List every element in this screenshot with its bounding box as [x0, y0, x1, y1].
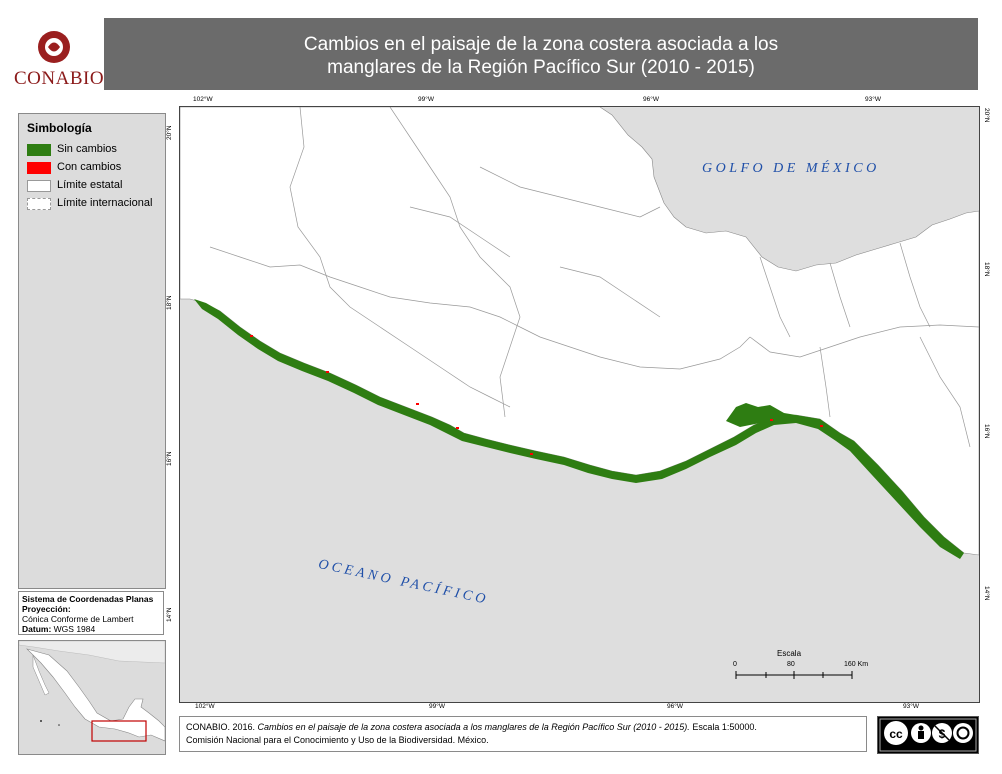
legend-label: Sin cambios [57, 143, 117, 155]
legend-label: Límite internacional [57, 197, 153, 209]
scale-title: Escala [777, 649, 802, 658]
state-borders [209, 107, 979, 448]
swatch-sin-cambios [27, 144, 51, 156]
map-title-line2: manglares de la Región Pacífico Sur (201… [327, 57, 755, 78]
tick-left-18n: 18°N [166, 295, 173, 310]
mangrove-bulge [726, 403, 796, 427]
citation-scale: Escala 1:50000. [692, 722, 757, 732]
legend-item-limite-internacional: Límite internacional [27, 197, 167, 212]
citation-box: CONABIO. 2016. Cambios en el paisaje de … [179, 716, 867, 752]
coordinate-system-box: Sistema de Coordenadas Planas Proyección… [18, 591, 164, 635]
mangrove-con-cambios [250, 335, 823, 455]
main-map[interactable]: GOLFO DE MÉXICO OCEANO PACÍFICO Escala 0… [179, 106, 980, 703]
svg-text:cc: cc [889, 727, 903, 741]
inset-extent-box [91, 720, 147, 742]
tick-bottom-96w: 96°W [667, 703, 683, 710]
tick-right-14n: 14°N [983, 586, 990, 601]
swatch-limite-internacional [27, 198, 51, 210]
citation-author: CONABIO. 2016. [186, 722, 256, 732]
tick-left-16n: 16°N [166, 451, 173, 466]
swatch-con-cambios [27, 162, 51, 174]
tick-bottom-93w: 93°W [903, 703, 919, 710]
logo-text: CONABIO [14, 68, 105, 89]
title-bar: Cambios en el paisaje de la zona costera… [104, 18, 978, 90]
scale-label-160: 160 Km [844, 661, 869, 668]
tick-left-14n: 14°N [166, 607, 173, 622]
legend-label: Límite estatal [57, 179, 123, 191]
legend-panel: Simbología Sin cambios Con cambios Límit… [18, 113, 166, 589]
datum-value: WGS 1984 [53, 624, 96, 634]
legend-item-limite-estatal: Límite estatal [27, 179, 167, 194]
gulf-label: GOLFO DE MÉXICO [702, 161, 880, 176]
map-title-line1: Cambios en el paisaje de la zona costera… [303, 34, 779, 55]
cc-icon [884, 721, 908, 745]
tick-left-20n: 20°N [166, 125, 173, 140]
projection-value: Cónica Conforme de Lambert [22, 614, 134, 624]
tick-top-99w: 99°W [418, 96, 434, 103]
tick-right-20n: 20°N [983, 108, 990, 123]
tick-top-93w: 93°W [865, 96, 881, 103]
coords-title: Sistema de Coordenadas Planas [22, 594, 154, 604]
tick-bottom-99w: 99°W [429, 703, 445, 710]
legend-item-con-cambios: Con cambios [27, 161, 167, 176]
tick-bottom-102w: 102°W [195, 703, 215, 710]
projection-label: Proyección: [22, 604, 71, 614]
legend-item-sin-cambios: Sin cambios [27, 143, 167, 158]
conabio-logo [8, 28, 100, 90]
scale-label-0: 0 [733, 661, 737, 668]
scale-bar [735, 671, 853, 679]
swatch-limite-estatal [27, 180, 51, 192]
inset-locator-map [18, 640, 166, 755]
cc-license-badge[interactable]: cc $ [877, 716, 979, 754]
tick-top-102w: 102°W [193, 96, 213, 103]
tick-right-18n: 18°N [983, 262, 990, 277]
legend-title: Simbología [27, 121, 92, 135]
citation-institution: Comisión Nacional para el Conocimiento y… [186, 735, 489, 745]
citation-title: Cambios en el paisaje de la zona costera… [257, 722, 690, 732]
scale-label-80: 80 [787, 661, 795, 668]
sa-icon [953, 723, 973, 743]
tick-right-16n: 16°N [983, 424, 990, 439]
legend-label: Con cambios [57, 161, 122, 173]
datum-label: Datum: [22, 624, 52, 634]
tick-top-96w: 96°W [643, 96, 659, 103]
